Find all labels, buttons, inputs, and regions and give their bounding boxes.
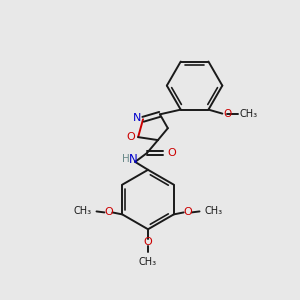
Text: O: O xyxy=(104,207,113,218)
Text: O: O xyxy=(183,207,192,218)
Text: N: N xyxy=(133,113,141,123)
Text: O: O xyxy=(144,237,152,247)
Text: CH₃: CH₃ xyxy=(239,109,257,118)
Text: CH₃: CH₃ xyxy=(74,206,92,216)
Text: O: O xyxy=(223,109,232,118)
Text: O: O xyxy=(168,148,177,158)
Text: CH₃: CH₃ xyxy=(139,257,157,267)
Text: N: N xyxy=(129,153,137,167)
Text: CH₃: CH₃ xyxy=(205,206,223,216)
Text: O: O xyxy=(127,132,136,142)
Text: H: H xyxy=(122,154,130,164)
